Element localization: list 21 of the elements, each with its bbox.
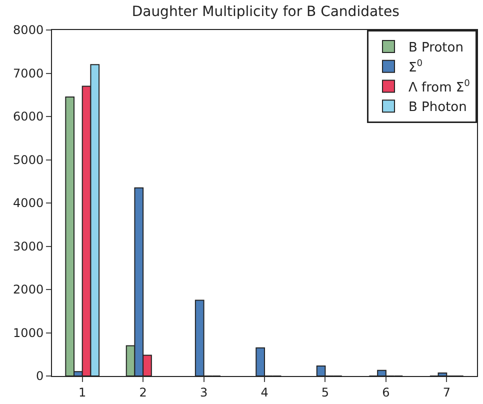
- chart-title: Daughter Multiplicity for B Candidates: [132, 4, 400, 20]
- y-tick-label: 2000: [13, 282, 44, 297]
- x-tick-label: 5: [321, 385, 330, 400]
- y-tick-label: 3000: [13, 239, 44, 254]
- legend-label: B Proton: [408, 40, 464, 56]
- x-tick-label: 3: [200, 385, 208, 400]
- legend-label: Λ from Σ$^{0}$: [408, 78, 470, 96]
- y-tick-label: 4000: [13, 196, 44, 210]
- y-tick-label: 0: [36, 369, 44, 384]
- y-tick-label: 5000: [13, 152, 44, 167]
- y-tick-label: 8000: [13, 23, 44, 38]
- y-tick-label: 1000: [13, 326, 44, 340]
- x-tick-label: 1: [78, 385, 86, 400]
- legend-label: B Photon: [408, 100, 467, 116]
- x-tick-label: 2: [139, 385, 147, 400]
- x-tick-label: 4: [260, 385, 268, 400]
- y-tick-label: 6000: [13, 110, 44, 124]
- legend-label: Σ$^{0}$: [408, 58, 423, 76]
- x-tick-label: 6: [382, 385, 390, 400]
- x-tick-label: 7: [442, 385, 450, 400]
- y-tick-label: 7000: [13, 66, 44, 80]
